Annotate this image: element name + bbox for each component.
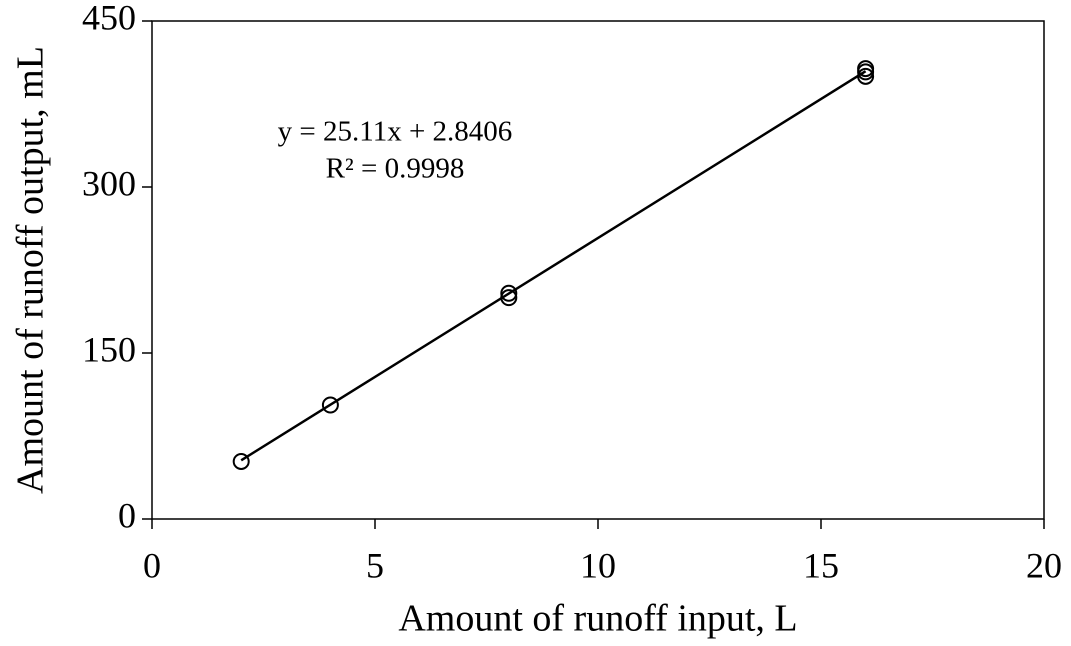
y-tick-label: 150 [82, 329, 136, 369]
r-squared: R² = 0.9998 [326, 153, 465, 185]
y-tick-label: 0 [118, 495, 136, 535]
x-tick-label: 10 [580, 545, 616, 585]
data-point [857, 67, 875, 85]
data-point [500, 289, 518, 307]
plot-frame [151, 20, 1045, 520]
equation: y = 25.11x + 2.8406 [278, 116, 513, 148]
data-point [232, 452, 250, 470]
data-point [857, 63, 875, 81]
y-axis-title: Amount of runoff output, mL [10, 46, 52, 494]
data-point [321, 396, 339, 414]
data-point [500, 284, 518, 302]
x-tick-label: 20 [1026, 545, 1062, 585]
x-axis-title: Amount of runoff input, L [398, 598, 797, 640]
y-tick-label: 300 [82, 163, 136, 203]
x-tick-label: 5 [366, 545, 384, 585]
x-tick-label: 0 [143, 545, 161, 585]
x-tick-label: 15 [803, 545, 839, 585]
trendline [240, 70, 867, 462]
y-tick-label: 450 [82, 0, 136, 37]
